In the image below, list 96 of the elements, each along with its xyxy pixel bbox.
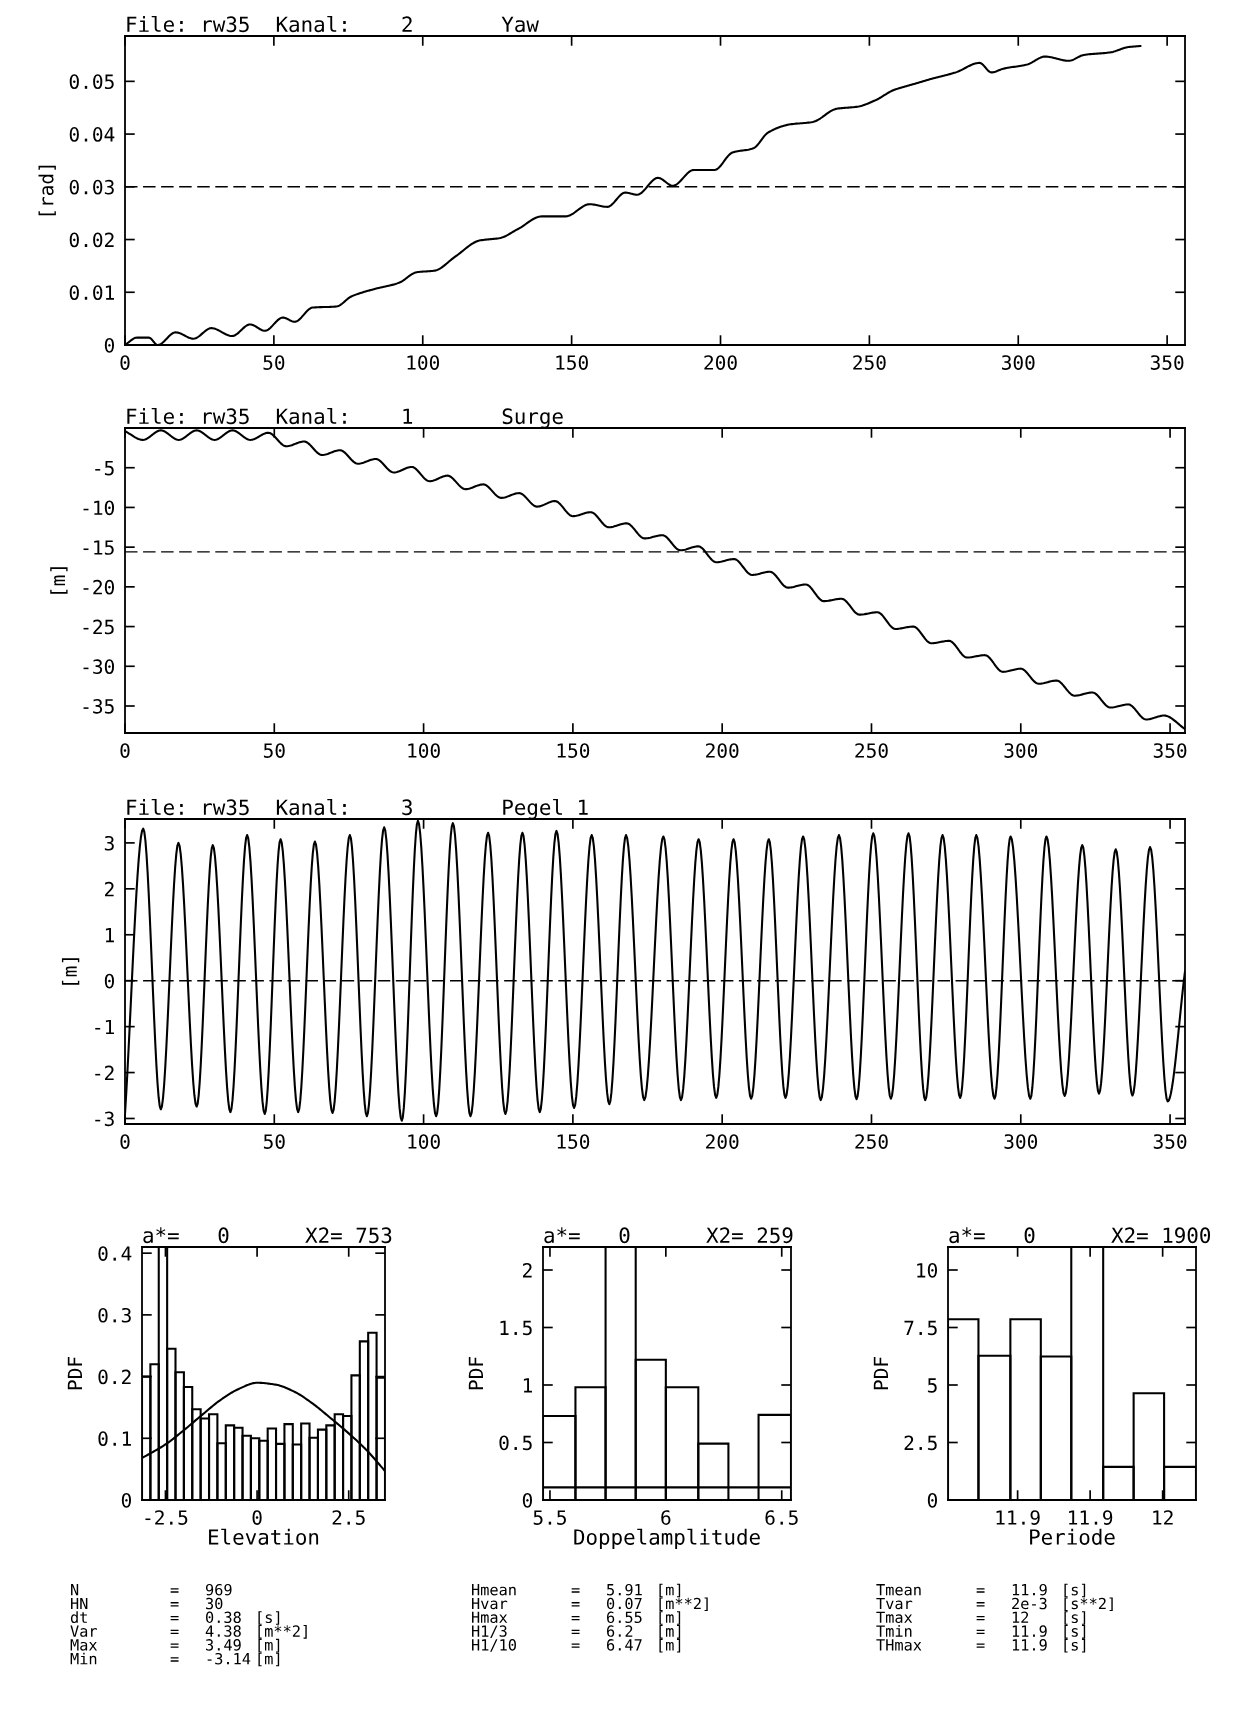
chart-title: File: rw35 Kanal: 1 Surge xyxy=(127,407,563,429)
x-tick-label: 50 xyxy=(263,1134,285,1149)
x-tick-label: 6 xyxy=(661,1510,671,1525)
chart-title: a*= 0 X2= 259 xyxy=(544,1227,793,1244)
chart-title: a*= 0 X2= 753 xyxy=(143,1227,392,1244)
y-tick-label: 2 xyxy=(105,881,114,897)
y-tick-label: -10 xyxy=(83,500,115,516)
x-tick-label: 250 xyxy=(855,743,888,758)
y-tick-label: 1.5 xyxy=(500,1320,532,1336)
text: Var = 4.38 [m**2] xyxy=(70,1625,307,1639)
text: HN = 30 xyxy=(71,1597,223,1610)
x-tick-label: 200 xyxy=(704,355,737,370)
y-tick-label: 1 xyxy=(523,1378,532,1393)
y-tick-label: 1 xyxy=(105,928,114,943)
chart-title: a*= 0 X2= 1900 xyxy=(949,1227,1211,1244)
y-tick-label: 0.01 xyxy=(69,285,114,300)
y-tick-label: -25 xyxy=(83,619,114,635)
x-tick-label: 50 xyxy=(263,355,285,370)
y-tick-label: 0 xyxy=(121,1493,132,1508)
y-tick-label: 0.1 xyxy=(98,1431,131,1447)
x-tick-label: -2.5 xyxy=(145,1510,188,1525)
y-tick-label: 3 xyxy=(104,835,114,851)
x-tick-label: 6.5 xyxy=(765,1510,798,1525)
y-tick-label: 0 xyxy=(927,1493,938,1508)
y-tick-label: -1 xyxy=(95,1019,114,1035)
x-tick-label: 250 xyxy=(855,1134,888,1149)
y-tick-label: -35 xyxy=(83,699,114,714)
text: N = 969 xyxy=(71,1583,232,1596)
y-tick-label: 0 xyxy=(522,1493,533,1508)
y-axis-title: PDF xyxy=(468,1357,483,1390)
y-axis-title: [rad] xyxy=(38,165,56,216)
text: Max = 3.49 [m] xyxy=(70,1638,280,1653)
x-tick-label: 150 xyxy=(557,1134,590,1149)
x-tick-label: 12 xyxy=(1153,1510,1173,1525)
y-tick-label: 0.02 xyxy=(69,232,114,248)
x-tick-label: 350 xyxy=(1153,1134,1187,1149)
text: H1/10 = 6.47 [m] xyxy=(472,1638,681,1653)
text: Tmax = 12 [s] xyxy=(876,1611,1086,1625)
y-tick-label: 2 xyxy=(523,1263,532,1278)
text: Tmin = 11.9 [s] xyxy=(876,1625,1086,1639)
x-tick-label: 150 xyxy=(556,355,588,370)
y-tick-label: 0 xyxy=(104,973,115,989)
y-axis-title: [m] xyxy=(50,567,68,594)
y-tick-label: 5 xyxy=(927,1378,937,1393)
x-tick-label: 0 xyxy=(252,1510,262,1525)
x-tick-label: 200 xyxy=(706,743,739,758)
x-tick-label: 11.9 xyxy=(1069,1510,1113,1525)
y-tick-label: 0.4 xyxy=(98,1246,132,1261)
text: THmax = 11.9 [s] xyxy=(876,1638,1086,1653)
text: dt = 0.38 [s] xyxy=(70,1611,280,1625)
y-axis-title: PDF xyxy=(873,1357,888,1390)
x-tick-label: 250 xyxy=(853,355,886,370)
x-tick-label: 11.9 xyxy=(996,1510,1040,1525)
text: H1/3 = 6.2 [m] xyxy=(472,1625,681,1639)
text: Hmax = 6.55 [m] xyxy=(472,1611,681,1625)
y-tick-label: 0.03 xyxy=(69,179,114,195)
x-tick-label: 5.5 xyxy=(533,1510,566,1525)
text: Tvar = 2e-3 [s**2] xyxy=(876,1597,1113,1612)
x-tick-label: 50 xyxy=(263,743,285,758)
x-axis-title: Elevation xyxy=(209,1528,319,1545)
x-tick-label: 100 xyxy=(407,355,440,370)
y-tick-label: 0.2 xyxy=(98,1369,131,1385)
y-tick-label: -15 xyxy=(83,540,114,555)
y-tick-label: 7.5 xyxy=(904,1320,937,1336)
y-tick-label: 0.3 xyxy=(98,1307,131,1323)
y-tick-label: 2.5 xyxy=(904,1435,937,1451)
chart-title: File: rw35 Kanal: 3 Pegel 1 xyxy=(127,798,588,820)
x-tick-label: 2.5 xyxy=(332,1510,365,1525)
y-tick-label: -2 xyxy=(95,1065,114,1080)
x-tick-label: 200 xyxy=(706,1134,739,1149)
x-tick-label: 300 xyxy=(1004,1134,1038,1149)
y-tick-label: -20 xyxy=(83,579,115,595)
y-tick-label: -5 xyxy=(95,460,114,476)
text: Tmean = 11.9 [s] xyxy=(876,1583,1086,1598)
text: Hmean = 5.91 [m] xyxy=(472,1583,681,1598)
x-tick-label: 100 xyxy=(408,1134,440,1149)
y-axis-title: PDF xyxy=(67,1357,82,1390)
x-tick-label: 150 xyxy=(557,743,590,758)
y-tick-label: 0.05 xyxy=(69,74,114,90)
x-axis-title: Periode xyxy=(1030,1528,1115,1545)
y-tick-label: -30 xyxy=(83,659,115,674)
x-tick-label: 300 xyxy=(1002,355,1035,370)
x-tick-label: 350 xyxy=(1150,355,1184,370)
y-axis-title: [m] xyxy=(61,958,80,985)
x-axis-title: Doppelamplitude xyxy=(574,1528,760,1549)
text: Hvar = 0.07 [m**2] xyxy=(472,1597,708,1612)
x-tick-label: 300 xyxy=(1004,743,1038,758)
chart-title: File: rw35 Kanal: 2 Yaw xyxy=(127,15,539,33)
y-tick-label: 0.5 xyxy=(499,1435,532,1451)
x-tick-label: 350 xyxy=(1153,743,1187,758)
text: Min = -3.14 [m] xyxy=(70,1652,280,1667)
y-tick-label: -3 xyxy=(95,1111,114,1127)
y-tick-label: 0.04 xyxy=(69,127,115,142)
y-tick-label: 0 xyxy=(104,338,115,353)
x-tick-label: 100 xyxy=(408,743,440,758)
y-tick-label: 10 xyxy=(917,1263,938,1278)
